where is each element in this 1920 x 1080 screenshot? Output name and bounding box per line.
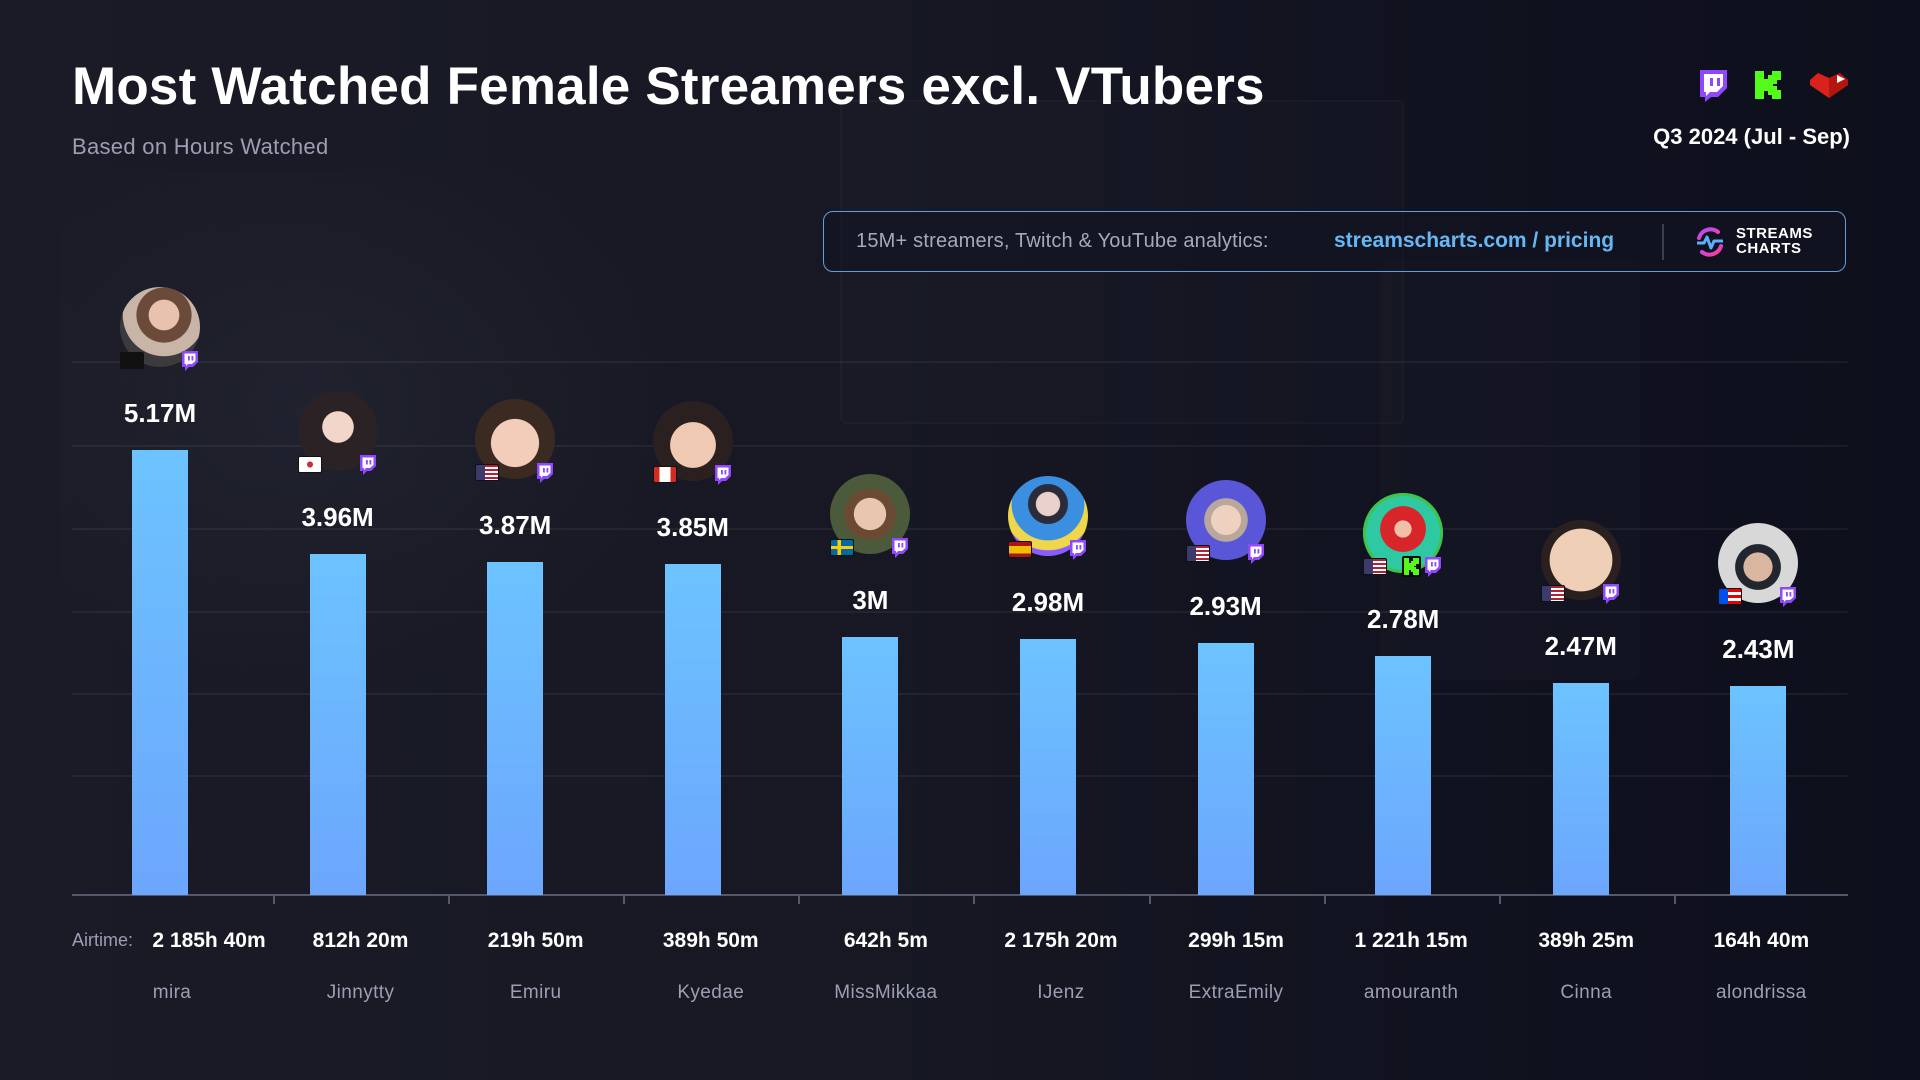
twitch-icon (1778, 586, 1797, 607)
airtime-value: 389h 25m (1499, 929, 1674, 953)
value-label: 2.98M (968, 587, 1128, 618)
value-label: 2.43M (1678, 634, 1838, 665)
kick-icon (1402, 556, 1421, 577)
streamer-avatar[interactable] (475, 399, 555, 479)
country-flag-kr-icon (298, 456, 322, 473)
streamer-avatar[interactable] (298, 391, 378, 471)
bar-MissMikkaa (842, 637, 898, 895)
streamer-avatar[interactable] (1186, 480, 1266, 560)
streamer-name: Kyedae (623, 982, 798, 1004)
streamer-name: alondrissa (1674, 982, 1849, 1004)
x-axis-tick (273, 895, 275, 904)
value-label: 3.96M (258, 502, 418, 533)
twitch-icon (890, 537, 909, 558)
airtime-value: 299h 15m (1149, 929, 1324, 953)
x-axis-tick (1324, 895, 1326, 904)
country-flag-us-icon (1186, 545, 1210, 562)
bar-IJenz (1020, 639, 1076, 895)
x-axis-tick (973, 895, 975, 904)
airtime-value: 2 185h 40m (122, 929, 297, 953)
x-axis-tick (623, 895, 625, 904)
streamer-name: IJenz (973, 982, 1148, 1004)
streamer-name: amouranth (1324, 982, 1499, 1004)
x-axis-tick (798, 895, 800, 904)
value-label: 3M (790, 585, 950, 616)
bar-Cinna (1553, 683, 1609, 895)
country-flag-us-icon (475, 464, 499, 481)
airtime-value: 164h 40m (1674, 929, 1849, 953)
airtime-value: 219h 50m (448, 929, 623, 953)
x-axis-tick (1499, 895, 1501, 904)
value-label: 5.17M (80, 398, 240, 429)
bar-alondrissa (1730, 686, 1786, 895)
twitch-icon (1068, 539, 1087, 560)
country-flag-pr-icon (1718, 588, 1742, 605)
bar-mira (132, 450, 188, 895)
value-label: 3.87M (435, 510, 595, 541)
streamer-name: mira (85, 982, 260, 1004)
streamer-avatar[interactable] (1008, 476, 1088, 556)
value-label: 2.78M (1323, 604, 1483, 635)
x-axis-tick (1674, 895, 1676, 904)
value-label: 2.93M (1146, 591, 1306, 622)
bar-Jinnytty (310, 554, 366, 895)
streamer-avatar[interactable] (1541, 520, 1621, 600)
twitch-icon (535, 462, 554, 483)
twitch-icon (1423, 556, 1442, 577)
streamer-name: ExtraEmily (1149, 982, 1324, 1004)
country-flag-us-icon (1541, 585, 1565, 602)
gridline (72, 361, 1848, 363)
airtime-value: 1 221h 15m (1324, 929, 1499, 953)
airtime-value: 389h 50m (623, 929, 798, 953)
x-axis-tick (448, 895, 450, 904)
streamer-name: Cinna (1499, 982, 1674, 1004)
bar-ExtraEmily (1198, 643, 1254, 895)
streamer-avatar[interactable] (1718, 523, 1798, 603)
country-flag-es-icon (1008, 541, 1032, 558)
streamer-avatar[interactable] (830, 474, 910, 554)
streamer-name: Jinnytty (273, 982, 448, 1004)
streamer-avatar[interactable] (120, 287, 200, 367)
x-axis-tick (1149, 895, 1151, 904)
twitch-icon (713, 464, 732, 485)
twitch-icon (358, 454, 377, 475)
airtime-value: 2 175h 20m (973, 929, 1148, 953)
twitch-icon (180, 350, 199, 371)
country-flag-ca-icon (653, 466, 677, 483)
value-label: 2.47M (1501, 631, 1661, 662)
country-flag-unknown-icon (120, 352, 144, 369)
bar-Emiru (487, 562, 543, 895)
streamer-name: Emiru (448, 982, 623, 1004)
value-label: 3.85M (613, 512, 773, 543)
airtime-value: 812h 20m (273, 929, 448, 953)
streamer-name: MissMikkaa (798, 982, 973, 1004)
twitch-icon (1601, 583, 1620, 604)
streamer-avatar[interactable] (653, 401, 733, 481)
country-flag-se-icon (830, 539, 854, 556)
bar-Kyedae (665, 564, 721, 895)
airtime-value: 642h 5m (798, 929, 973, 953)
country-flag-us-icon (1363, 558, 1387, 575)
streamer-avatar[interactable] (1363, 493, 1443, 573)
bar-amouranth (1375, 656, 1431, 895)
twitch-icon (1246, 543, 1265, 564)
